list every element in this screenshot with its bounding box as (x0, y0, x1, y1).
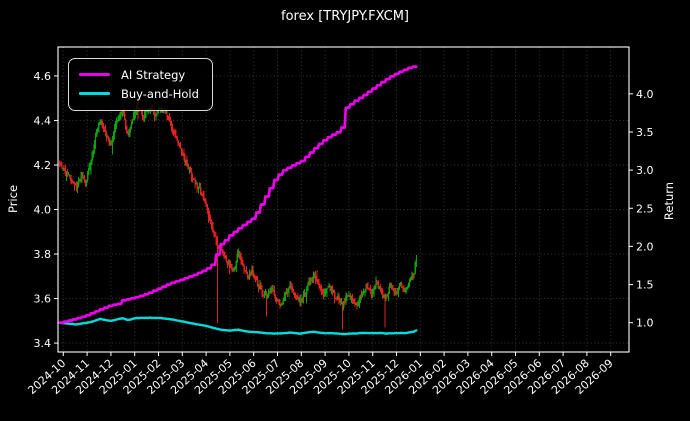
svg-text:3.4: 3.4 (34, 337, 52, 350)
svg-text:4.4: 4.4 (34, 114, 52, 127)
buy-and-hold-line-swatch (79, 92, 110, 95)
svg-text:4.2: 4.2 (34, 159, 52, 172)
svg-text:3.0: 3.0 (636, 164, 654, 177)
ai-strategy-line-swatch (79, 73, 110, 76)
chart-title: forex [TRYJPY.FXCM] (281, 9, 409, 24)
svg-text:3.8: 3.8 (34, 248, 52, 261)
plot-border (57, 46, 630, 353)
legend-item-ai-strategy: AI Strategy (79, 65, 199, 84)
svg-text:4.6: 4.6 (34, 70, 52, 83)
svg-text:3.5: 3.5 (636, 126, 654, 139)
svg-text:2.5: 2.5 (636, 202, 654, 215)
legend: AI Strategy Buy-and-Hold (68, 58, 213, 111)
svg-text:1.0: 1.0 (636, 317, 654, 330)
svg-text:2.0: 2.0 (636, 240, 654, 253)
legend-label: AI Strategy (121, 67, 186, 82)
candlestick-series (59, 101, 417, 330)
svg-text:1.5: 1.5 (636, 279, 654, 292)
svg-text:4.0: 4.0 (636, 88, 654, 101)
legend-label: Buy-and-Hold (121, 86, 199, 101)
svg-text:3.6: 3.6 (34, 293, 52, 306)
tick-marks (54, 75, 633, 356)
legend-item-buy-and-hold: Buy-and-Hold (79, 84, 199, 103)
svg-text:4.0: 4.0 (34, 204, 52, 217)
buy-and-hold-line (58, 316, 418, 336)
ai-strategy-line (58, 65, 418, 325)
